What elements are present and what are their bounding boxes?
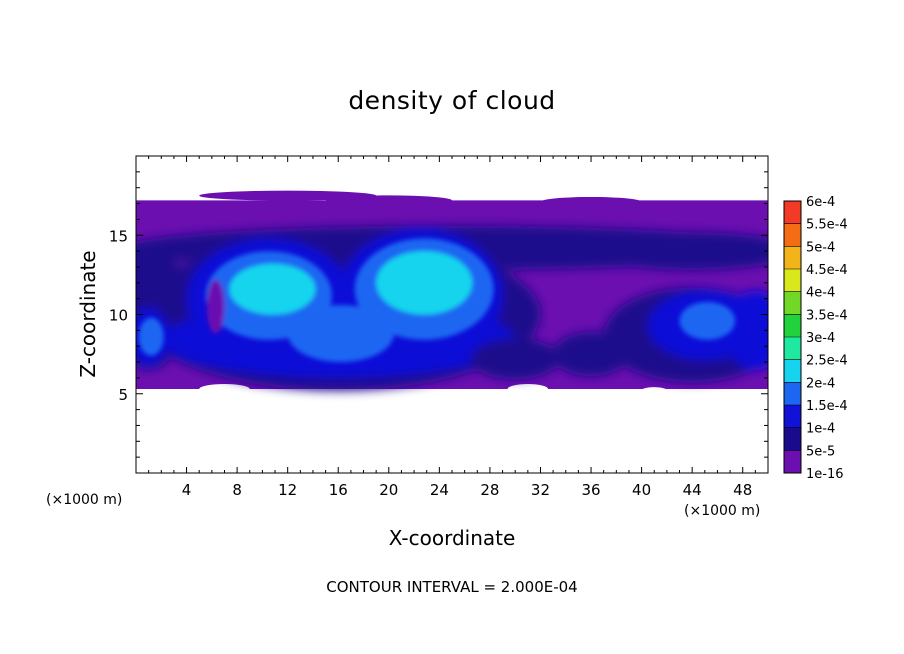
x-tick-label: 20 — [379, 481, 398, 499]
x-tick-label: 16 — [329, 481, 348, 499]
y-tick-label: 5 — [118, 386, 128, 404]
x-tick-label: 4 — [182, 481, 192, 499]
x-tick-label: 44 — [683, 481, 702, 499]
cloud-bottom-gap — [639, 387, 670, 398]
cloud-top-bump — [325, 195, 452, 206]
cloud-cores — [138, 238, 736, 363]
cloud-core — [229, 263, 316, 315]
colorbar-label: 4.5e-4 — [806, 263, 848, 278]
colorbar-swatch — [784, 382, 801, 405]
colorbar-swatch — [784, 269, 801, 292]
cloud-bottom-gap — [507, 383, 549, 394]
cloud-core — [376, 251, 473, 315]
contour-interval-note: CONTOUR INTERVAL = 2.000E-04 — [326, 578, 578, 596]
colorbar-label: 5e-4 — [806, 240, 835, 255]
colorbar-swatch — [784, 405, 801, 428]
colorbar-swatch — [784, 291, 801, 315]
cloud-top-bump — [199, 190, 377, 201]
x-tick-label: 8 — [232, 481, 242, 499]
cloud-core — [679, 301, 736, 340]
colorbar-label: 1e-16 — [806, 467, 844, 482]
cloud-cell — [553, 331, 629, 377]
colorbar-swatch — [784, 314, 801, 337]
cloud-bottom-gap — [199, 383, 250, 394]
colorbar-label: 2.5e-4 — [806, 354, 848, 369]
cloud-cell — [591, 232, 768, 271]
colorbar-swatch — [784, 201, 801, 224]
cloud-top-bump — [540, 196, 642, 207]
colorbar-label: 3.5e-4 — [806, 308, 848, 323]
cloud-core — [287, 304, 394, 363]
colorbar-label: 6e-4 — [806, 195, 835, 210]
colorbar-label: 5e-5 — [806, 444, 835, 459]
colorbar-swatch — [784, 337, 801, 360]
cloud-core — [206, 279, 225, 334]
colorbar-label: 4e-4 — [806, 286, 835, 301]
colorbar-label: 1.5e-4 — [806, 399, 848, 414]
colorbar-swatch — [784, 359, 801, 383]
colorbar-label: 1e-4 — [806, 422, 835, 437]
x-axis-label: X-coordinate — [388, 526, 516, 550]
colorbar-swatch — [784, 450, 801, 473]
colorbar-swatch — [784, 223, 801, 247]
colorbar-swatch — [784, 427, 801, 451]
cloud-cell — [723, 290, 768, 370]
cloud-field — [136, 190, 768, 398]
x-tick-label: 36 — [581, 481, 600, 499]
cloud-core — [138, 317, 164, 356]
x-unit-label: (×1000 m) — [46, 492, 123, 508]
y-tick-label: 15 — [109, 227, 128, 245]
cloud-cell — [470, 338, 560, 380]
colorbar-label: 5.5e-4 — [806, 218, 848, 233]
y-tick-label: 10 — [109, 307, 128, 325]
colorbar: 1e-16 5e-5 1e-4 1.5e-4 2e-4 2.5e-4 3e-4 3.5e-4 4… — [783, 195, 848, 482]
x-tick-label: 40 — [632, 481, 651, 499]
x-tick-label: 24 — [430, 481, 449, 499]
chart-title: density of cloud — [348, 86, 556, 115]
colorbar-label: 3e-4 — [806, 331, 835, 346]
y-unit-label: (×1000 m) — [684, 503, 761, 519]
x-tick-label: 28 — [480, 481, 499, 499]
x-tick-label: 48 — [733, 481, 752, 499]
colorbar-label: 2e-4 — [806, 376, 835, 391]
colorbar-swatch — [784, 246, 801, 269]
x-tick-label: 32 — [531, 481, 550, 499]
x-tick-label: 12 — [278, 481, 297, 499]
